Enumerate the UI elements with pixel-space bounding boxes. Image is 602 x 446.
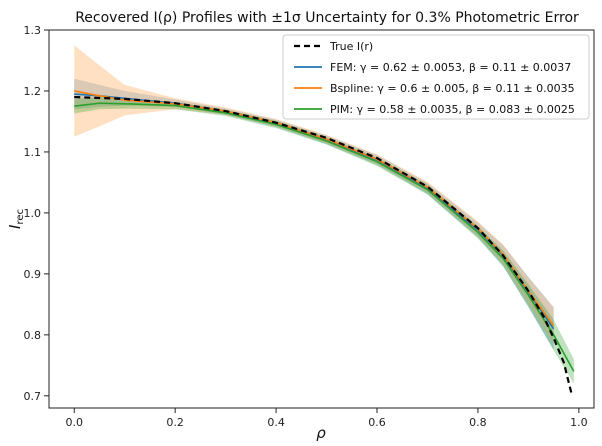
y-axis-label-sub: rec <box>15 209 26 225</box>
x-tick-label: 1.0 <box>570 416 588 429</box>
legend-box <box>282 34 590 120</box>
legend-label-pim: PIM: γ = 0.58 ± 0.0035, β = 0.083 ± 0.00… <box>330 103 575 116</box>
x-axis-label: ρ <box>316 424 326 442</box>
chart-title: Recovered I(ρ) Profiles with ±1σ Uncerta… <box>75 10 579 26</box>
y-tick-label: 0.7 <box>24 390 42 403</box>
x-tick-label: 0.6 <box>368 416 386 429</box>
y-tick-label: 0.8 <box>24 329 42 342</box>
legend-label-true-i-r: True I(r) <box>329 40 373 53</box>
y-axis: 0.7 0.8 0.9 1.0 1.1 1.2 1.3 <box>24 24 49 403</box>
legend-label-fem: FEM: γ = 0.62 ± 0.0053, β = 0.11 ± 0.003… <box>330 61 571 74</box>
true-i-r-line <box>74 95 573 394</box>
y-tick-label: 0.9 <box>24 268 42 281</box>
series-lines <box>74 90 575 394</box>
plot-area <box>48 29 595 409</box>
y-tick-label: 1.2 <box>24 85 42 98</box>
x-tick-label: 0.2 <box>166 416 184 429</box>
x-tick-label: 0.0 <box>65 416 83 429</box>
y-axis-label: Irec <box>6 209 26 229</box>
x-axis: 0.0 0.2 0.4 0.6 0.8 1.0 <box>65 408 588 429</box>
y-axis-label-main: I <box>6 224 24 229</box>
legend: True I(r) FEM: γ = 0.62 ± 0.0053, β = 0.1… <box>282 34 590 120</box>
y-tick-label: 1.1 <box>24 146 42 159</box>
y-tick-label: 1.3 <box>24 24 42 37</box>
legend-label-bspline: Bspline: γ = 0.6 ± 0.005, β = 0.11 ± 0.0… <box>330 82 575 95</box>
y-tick-label: 1.0 <box>24 207 42 220</box>
x-tick-label: 0.4 <box>267 416 285 429</box>
x-tick-label: 0.8 <box>469 416 487 429</box>
pim-line <box>74 102 575 372</box>
